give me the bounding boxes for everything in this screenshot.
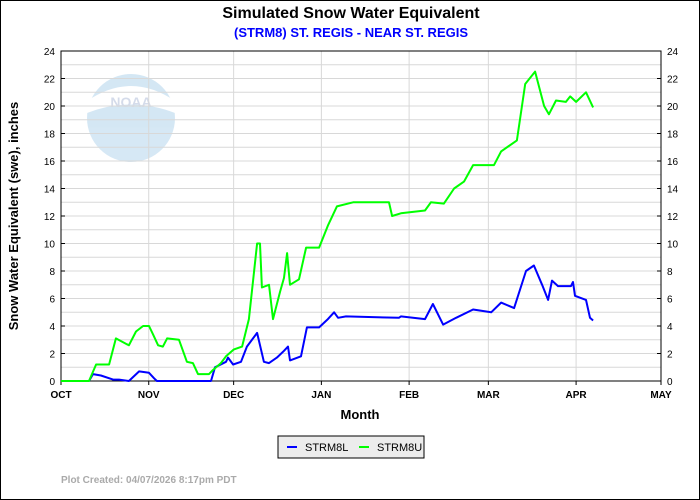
y-tick-label-right: 20 (667, 102, 679, 113)
y-tick-label-left: 10 (44, 240, 56, 251)
x-tick-label: OCT (50, 390, 71, 401)
y-tick-label-left: 4 (49, 322, 55, 333)
y-tick-label-left: 20 (44, 102, 56, 113)
y-tick-label-right: 6 (667, 295, 673, 306)
series-line-strm8l (61, 264, 594, 382)
y-axis-label: Snow Water Equivalent (swe), inches (6, 102, 21, 331)
y-tick-label-right: 8 (667, 267, 673, 278)
y-tick-label-left: 22 (44, 75, 56, 86)
x-tick-label: DEC (223, 390, 244, 401)
x-tick-label: JAN (311, 390, 331, 401)
legend: STRM8L STRM8U (277, 435, 425, 459)
y-tick-label-right: 16 (667, 157, 679, 168)
x-tick-label: APR (566, 390, 588, 401)
plot-created-text: Plot Created: 04/07/2026 8:17pm PDT (61, 475, 237, 486)
y-tick-label-left: 2 (49, 350, 55, 361)
y-tick-label-right: 4 (667, 322, 673, 333)
legend-label-strm8u: STRM8U (377, 442, 422, 454)
svg-text:NOAA: NOAA (110, 94, 151, 110)
x-tick-label: MAR (477, 390, 501, 401)
y-tick-label-right: 22 (667, 75, 679, 86)
y-tick-label-left: 12 (44, 212, 56, 223)
y-tick-label-right: 18 (667, 130, 679, 141)
y-tick-label-left: 8 (49, 267, 55, 278)
y-tick-label-left: 18 (44, 130, 56, 141)
y-tick-label-left: 14 (44, 185, 56, 196)
y-tick-label-right: 10 (667, 240, 679, 251)
x-tick-label: MAY (650, 390, 672, 401)
legend-box (277, 435, 425, 459)
x-tick-label: NOV (138, 390, 160, 401)
y-tick-label-left: 16 (44, 157, 56, 168)
y-tick-label-left: 0 (49, 377, 55, 388)
y-tick-label-right: 24 (667, 47, 679, 58)
series-line-strm8u (61, 70, 595, 382)
y-tick-label-right: 12 (667, 212, 679, 223)
y-tick-label-left: 24 (44, 47, 56, 58)
chart-title: Simulated Snow Water Equivalent (222, 5, 480, 22)
y-tick-label-right: 2 (667, 350, 673, 361)
y-tick-label-right: 0 (667, 377, 673, 388)
noaa-logo: NOAA (87, 74, 175, 162)
x-axis-label: Month (341, 407, 380, 422)
legend-label-strm8l: STRM8L (305, 442, 348, 454)
x-tick-label: FEB (399, 390, 419, 401)
y-tick-label-left: 6 (49, 295, 55, 306)
chart-subtitle: (STRM8) ST. REGIS - NEAR ST. REGIS (234, 25, 468, 40)
y-tick-label-right: 14 (667, 185, 679, 196)
